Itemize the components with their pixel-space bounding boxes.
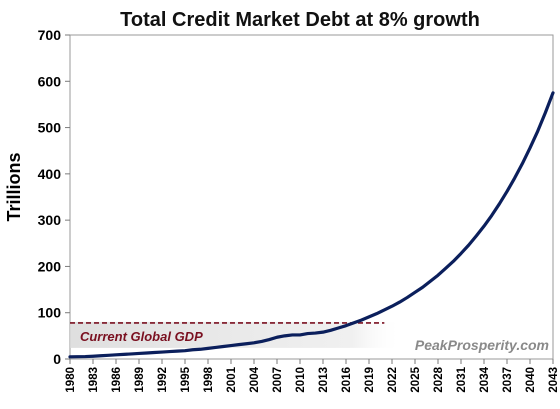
x-tick-label: 1998: [203, 366, 215, 392]
y-tick-label: 0: [53, 351, 61, 367]
x-tick-label: 2025: [410, 366, 422, 392]
x-tick-label: 1989: [134, 367, 146, 393]
x-tick-label: 2034: [479, 366, 491, 392]
series-line-0: [68, 91, 555, 359]
y-tick-label: 200: [38, 258, 62, 274]
watermark: PeakProsperity.com: [415, 337, 549, 353]
x-tick-label: 1986: [111, 367, 123, 393]
x-tick-label: 1983: [88, 367, 100, 393]
chart-title: Total Credit Market Debt at 8% growth: [120, 9, 480, 31]
y-tick-label: 100: [38, 305, 62, 321]
gdp-label: Current Global GDP: [80, 329, 203, 344]
y-tick-label: 400: [38, 166, 62, 182]
plot-frame: [69, 34, 554, 360]
x-tick-label: 1980: [65, 367, 77, 393]
x-tick-label: 2037: [502, 367, 514, 393]
x-tick-label: 2022: [387, 367, 399, 393]
x-tick-label: 2004: [249, 366, 261, 392]
x-tick-label: 2001: [226, 366, 238, 392]
plot-area: 0 100 200 300 400 500 600 700 1980 1983 1986 1989 19…: [38, 27, 560, 393]
x-tick-label: 2013: [318, 367, 330, 393]
x-tick-label: 2040: [525, 367, 537, 393]
x-tick-label: 2031: [456, 366, 468, 392]
x-tick-label: 2019: [364, 367, 376, 393]
y-tick-label: 300: [38, 212, 62, 228]
y-tick-label: 500: [38, 120, 62, 136]
x-tick-label: 1995: [180, 366, 192, 392]
x-tick-label: 2007: [272, 367, 284, 393]
x-tick-label: 2010: [295, 367, 307, 393]
y-tick-label: 600: [38, 73, 62, 89]
x-tick-label: 1992: [157, 367, 169, 393]
x-tick-label: 2028: [433, 366, 445, 392]
x-tick-label: 2043: [548, 367, 560, 393]
x-tick-label: 2016: [341, 367, 353, 393]
y-tick-label: 700: [38, 27, 62, 43]
y-axis-label: Trillions: [4, 152, 24, 221]
